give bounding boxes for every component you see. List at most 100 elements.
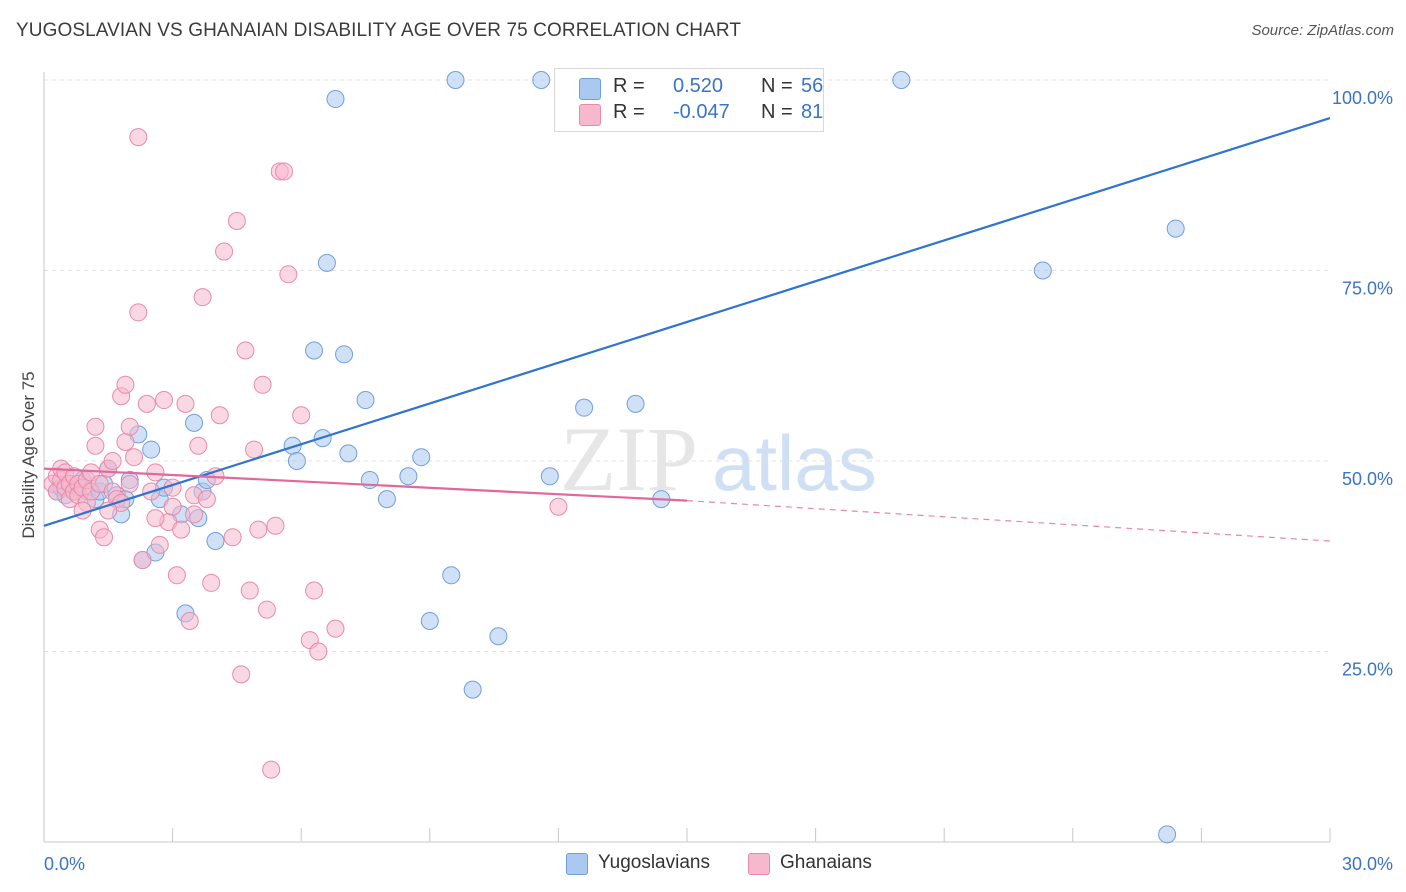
r-label: R = [613,101,645,123]
data-point [176,394,195,413]
data-point [137,394,156,413]
data-point [540,467,559,486]
data-point [197,490,216,509]
data-point [129,128,148,147]
data-point [206,532,225,551]
axes [43,72,1331,843]
ghanaians-trend-line [43,467,688,502]
data-point [1166,219,1185,238]
data-point [1033,261,1052,280]
data-point [223,528,242,547]
data-point [240,581,259,600]
data-point [287,452,306,470]
data-point [549,497,568,516]
y-tick-label: 75.0% [1342,279,1393,299]
data-point [253,375,272,394]
data-point [626,394,645,413]
source-label: Source: ZipAtlas.com [1251,22,1394,39]
data-point [155,391,174,410]
data-point [193,288,212,307]
grid-lines [44,79,1330,652]
data-point [103,452,122,470]
data-point [215,242,234,261]
ghanaians-swatch [579,104,601,126]
n-value: 56 [801,75,824,97]
y-tick-label: 100.0% [1332,88,1393,108]
data-point [129,303,148,322]
data-point [202,573,221,592]
n-label: N = [761,75,793,97]
data-point [262,760,281,779]
data-point [163,497,182,516]
data-point [339,444,358,463]
data-point [125,448,144,467]
data-point [442,566,461,585]
data-point [116,375,135,394]
data-point [305,581,324,600]
data-point [120,417,139,436]
data-point [86,436,105,455]
data-point [575,398,594,417]
data-point [120,474,139,493]
data-point [292,406,311,425]
data-point [275,162,294,181]
data-point [232,665,251,684]
data-point [95,528,114,547]
data-point [326,90,345,109]
yugoslavians-legend-label: Yugoslavians [598,852,710,873]
y-axis-label: Disability Age Over 75 [19,371,38,538]
chart-title: YUGOSLAVIAN VS GHANAIAN DISABILITY AGE O… [16,20,742,41]
data-point [189,436,208,455]
data-point [142,440,161,459]
watermark-atlas: atlas [712,419,877,507]
data-point [150,535,169,554]
data-point [172,520,191,539]
ghanaians-points [43,128,568,779]
data-point [266,516,285,535]
tick-labels: 25.0% 50.0% 75.0% 100.0% 0.0% 30.0% [44,88,1393,874]
trend-lines [43,117,1331,542]
y-tick-label: 50.0% [1342,469,1393,489]
data-point [245,440,264,459]
data-point [227,211,246,230]
r-label: R = [613,75,645,97]
y-tick-label: 25.0% [1342,660,1393,680]
data-point [236,341,255,360]
data-point [180,612,199,631]
stats-legend: R = 0.520 N = 56 R = -0.047 N = 81 [554,68,824,132]
data-point [892,71,911,89]
yugoslavians-trend-line [43,117,1331,527]
data-point [1158,825,1177,844]
data-point [86,417,105,436]
data-point [532,71,551,89]
data-point [309,642,328,661]
data-point [279,265,298,284]
ghanaians-trend-extension [686,500,1331,542]
data-point [317,253,336,272]
ghanaians-legend-label: Ghanaians [780,852,872,873]
data-point [446,71,465,89]
r-value: -0.047 [673,101,730,123]
yugoslavians-swatch [579,78,601,100]
yugoslavians-legend-swatch [566,853,588,875]
data-point [463,680,482,699]
data-point [146,463,165,482]
data-point [326,619,345,638]
data-point [412,448,431,467]
x-tick-label: 30.0% [1342,854,1393,874]
data-point [185,505,204,524]
data-point [377,490,396,509]
data-point [167,566,186,585]
n-value: 81 [801,101,824,123]
x-tick-label: 0.0% [44,854,85,874]
r-value: 0.520 [673,75,724,97]
data-point [116,432,135,451]
data-point [399,467,418,486]
data-point [335,345,354,364]
data-point [420,612,439,631]
ghanaians-legend-swatch [748,853,770,875]
data-point [133,551,152,570]
data-point [185,413,204,432]
data-point [146,509,165,528]
